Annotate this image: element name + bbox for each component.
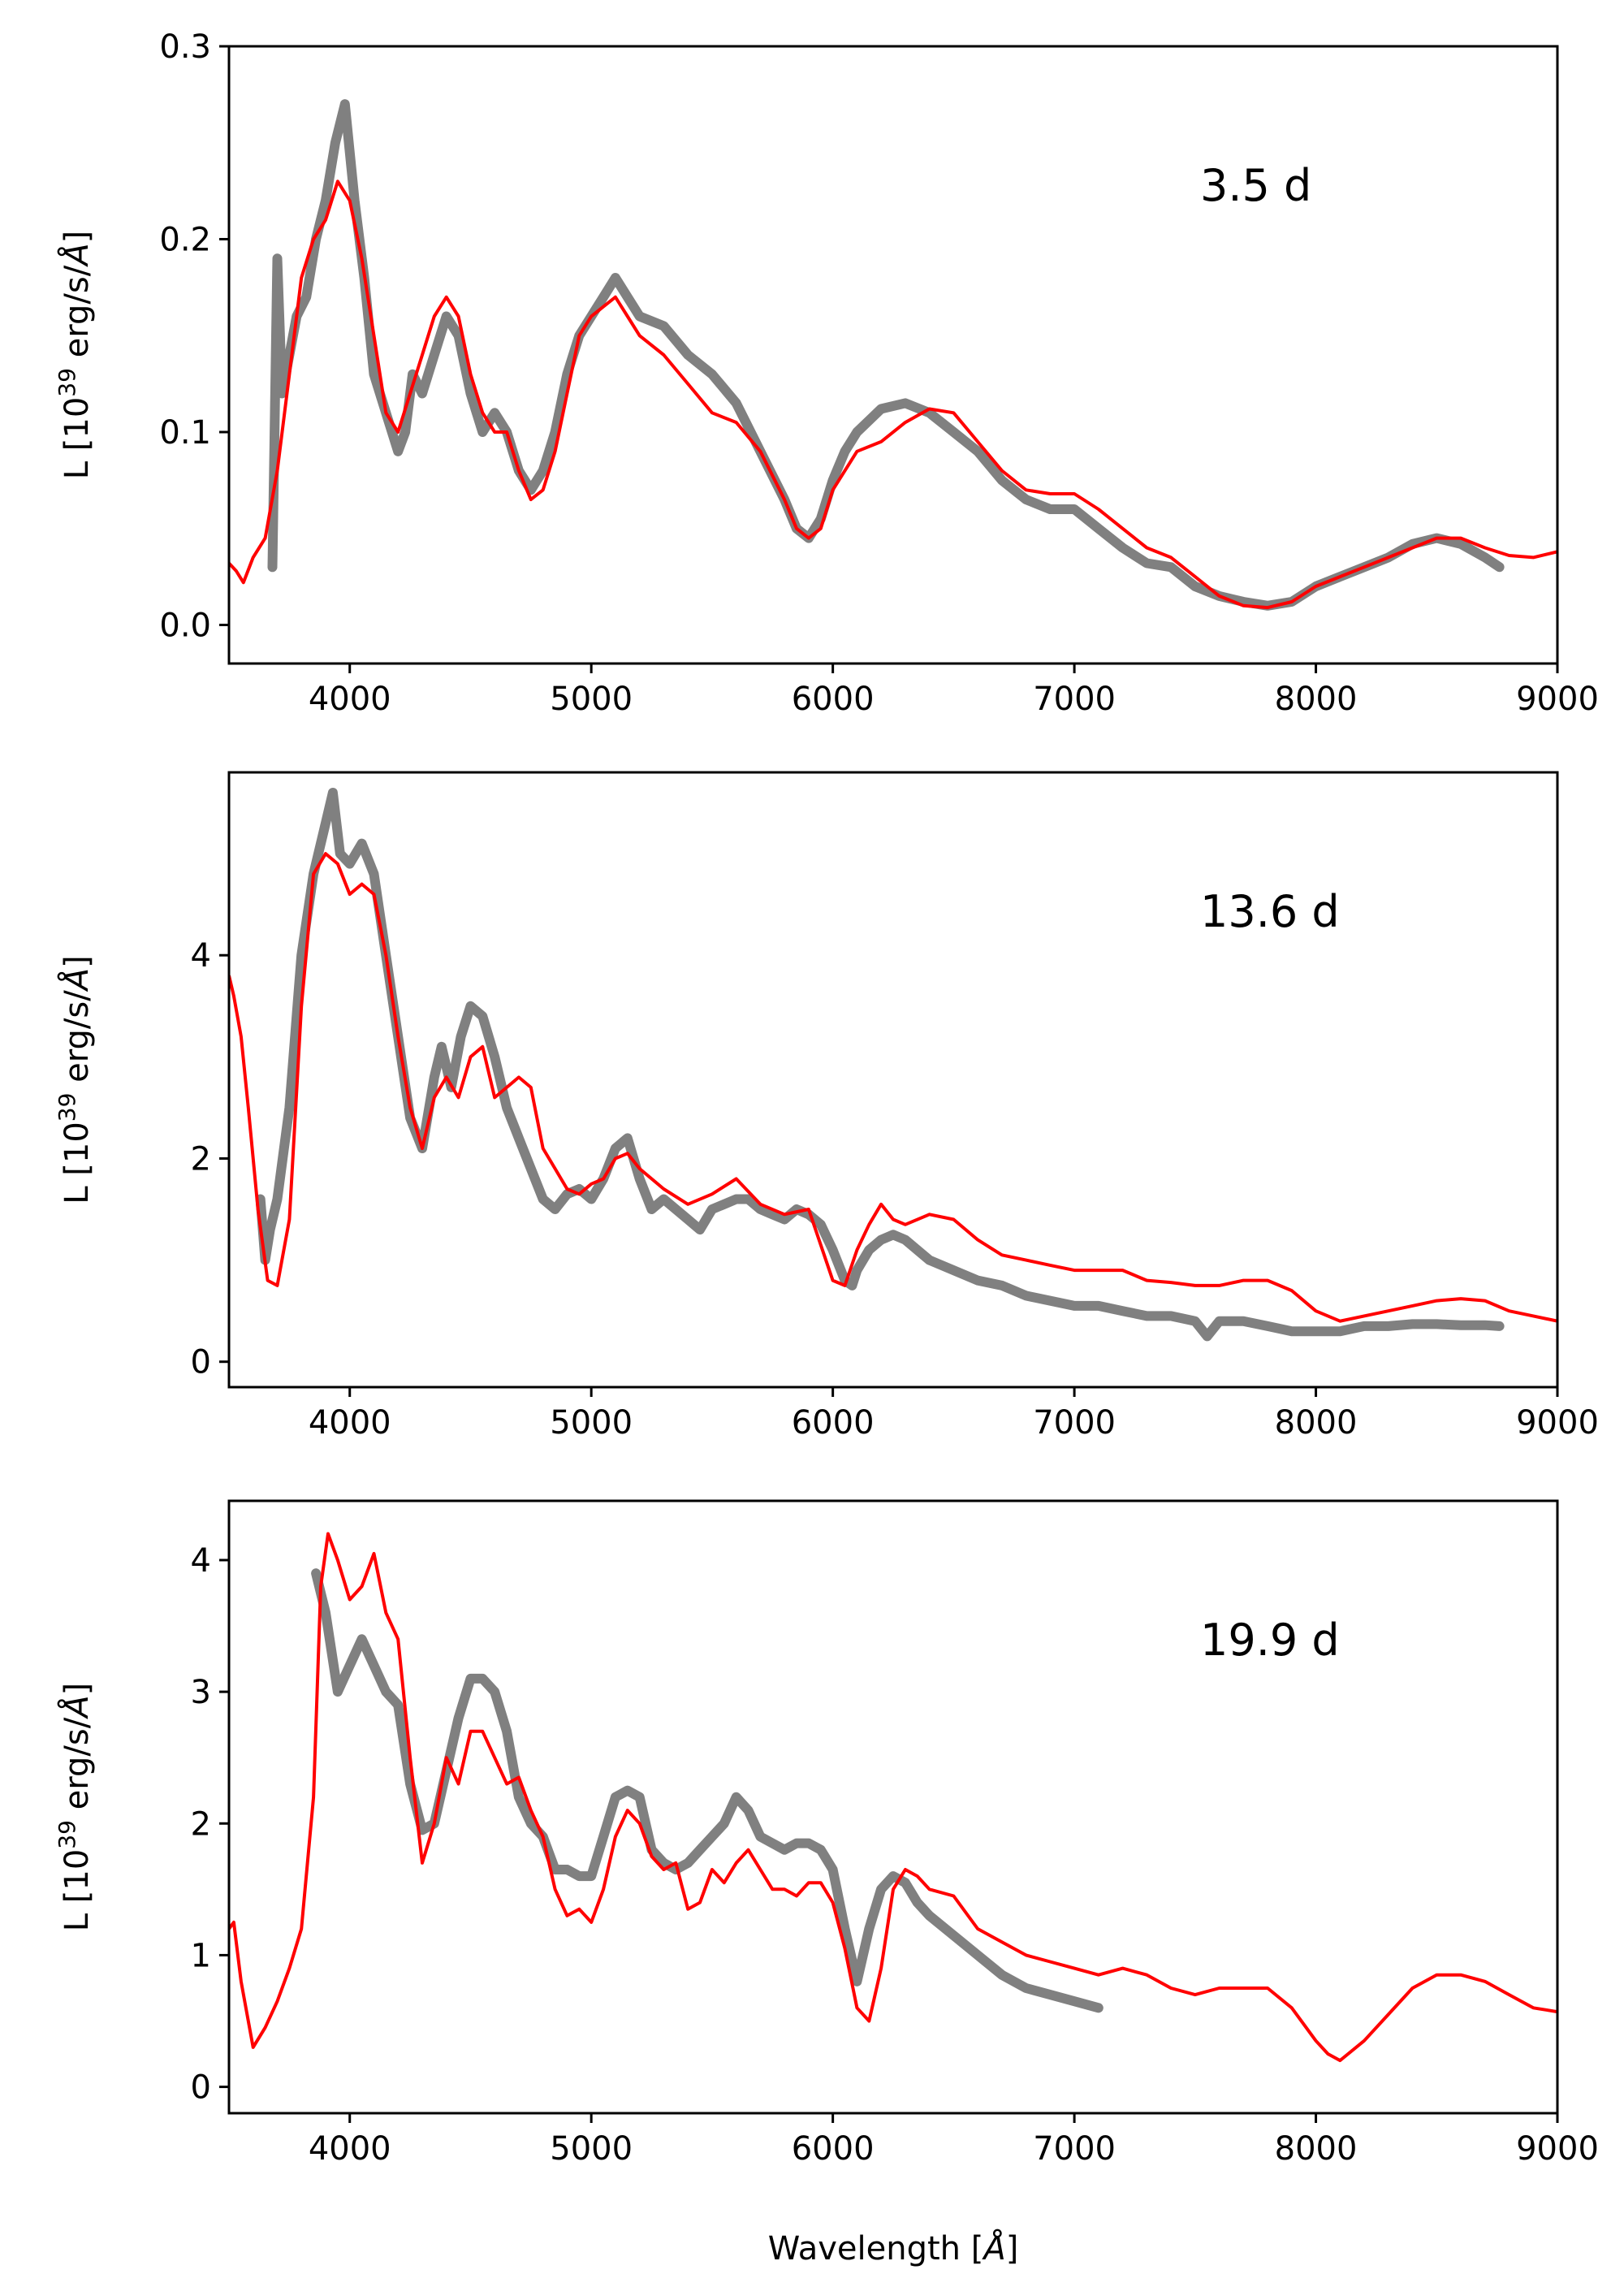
x-tick-label: 8000 [1275, 2130, 1358, 2168]
y-axis-label: L [1039 erg/s/Å] [54, 955, 97, 1204]
y-tick-label: 3 [191, 1674, 211, 1711]
panel-3: 4000 5000 6000 7000 8000 9000 0 1 2 3 4 L [1039 erg… [54, 1499, 1599, 2168]
y-tick-label: 0 [191, 2069, 211, 2107]
x-tick-label: 9000 [1516, 681, 1599, 718]
x-tick-label: 7000 [1033, 681, 1116, 718]
x-axis-label: Wavelength [Å] [768, 2229, 1019, 2268]
y-axis-label: L [1039 erg/s/Å] [54, 231, 97, 479]
x-tick-label: 5000 [550, 1404, 633, 1442]
y-tick-label: 0.1 [159, 414, 211, 452]
x-tick-label: 6000 [792, 1404, 875, 1442]
x-tick-label: 4000 [309, 681, 391, 718]
x-tick-label: 9000 [1516, 1404, 1599, 1442]
panel-1: 4000 5000 6000 7000 8000 9000 0.0 0.1 0.2 0.3 L [1… [54, 28, 1599, 718]
plot-frame [227, 771, 1559, 1389]
series-model-line [229, 1532, 1557, 2063]
y-tick-label: 4 [191, 937, 211, 975]
panels-container: 4000 5000 6000 7000 8000 9000 0.0 0.1 0.2 0.3 L [1… [54, 28, 1599, 2168]
plot-frame [227, 1499, 1559, 2115]
panel-label: 3.5 d [1200, 160, 1311, 211]
series-observed-line [311, 1568, 1104, 2013]
plot-frame [227, 45, 1559, 665]
y-axis-label: L [1039 erg/s/Å] [54, 1683, 97, 1931]
x-tick-label: 8000 [1275, 1404, 1358, 1442]
series-model-line [229, 179, 1557, 610]
x-tick-label: 5000 [550, 681, 633, 718]
x-tick-label: 7000 [1033, 2130, 1116, 2168]
x-tick-label: 4000 [309, 2130, 391, 2168]
y-tick-label: 2 [191, 1140, 211, 1178]
y-tick-label: 4 [191, 1542, 211, 1580]
x-tick-label: 4000 [309, 1404, 391, 1442]
x-tick-label: 5000 [550, 2130, 633, 2168]
x-tick-label: 8000 [1275, 681, 1358, 718]
series-model-line [229, 852, 1557, 1323]
panel-label: 19.9 d [1200, 1615, 1340, 1666]
x-tick-label: 6000 [792, 2130, 875, 2168]
panel-2: 4000 5000 6000 7000 8000 9000 0 2 4 L [1039 erg/s… [54, 771, 1599, 1442]
series-observed-line [267, 99, 1505, 611]
y-tick-label: 1 [191, 1937, 211, 1974]
y-tick-label: 2 [191, 1805, 211, 1843]
x-tick-label: 6000 [792, 681, 875, 718]
x-tick-label: 7000 [1033, 1404, 1116, 1442]
x-tick-label: 9000 [1516, 2130, 1599, 2168]
panel-label: 13.6 d [1200, 886, 1340, 937]
y-tick-label: 0 [191, 1344, 211, 1381]
y-tick-label: 0.2 [159, 222, 211, 259]
y-tick-label: 0.3 [159, 28, 211, 66]
y-tick-label: 0.0 [159, 607, 211, 645]
